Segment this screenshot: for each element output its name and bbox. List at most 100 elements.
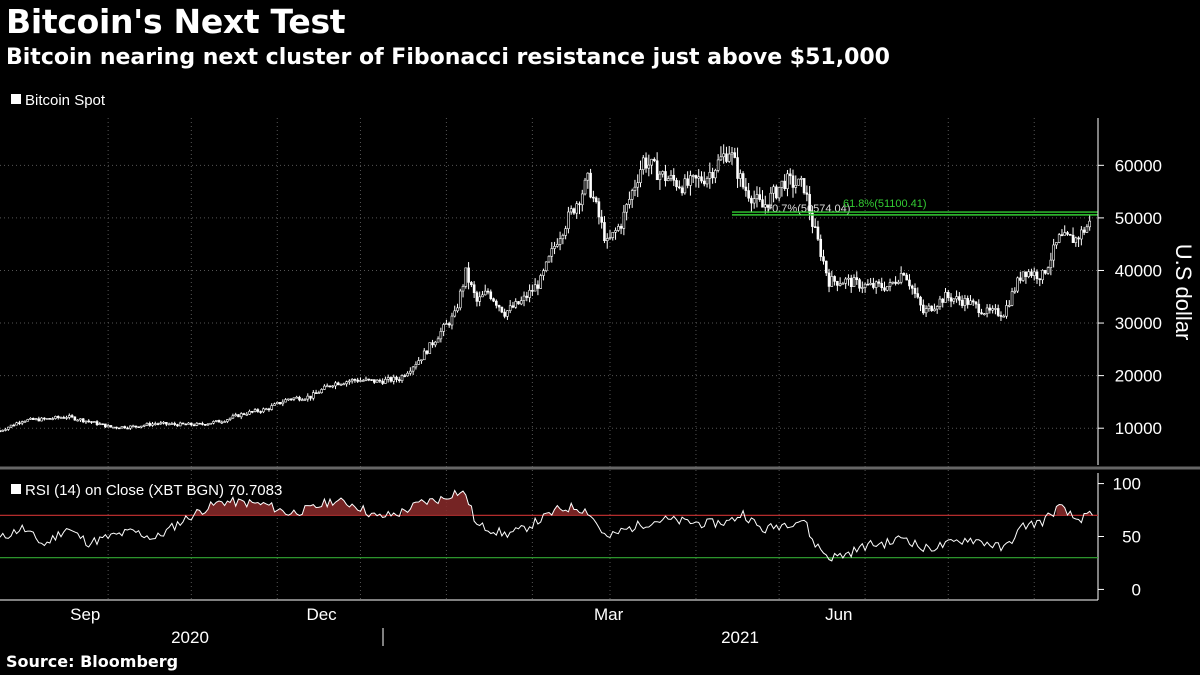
candle-body [1049, 259, 1053, 269]
candle-body [356, 379, 359, 382]
candle-body [1002, 315, 1006, 318]
price-candle [592, 190, 595, 203]
price-candle [1082, 226, 1086, 236]
candle-body [678, 186, 681, 189]
candle-body [935, 306, 939, 310]
price-candle [955, 290, 958, 303]
price-candle [278, 402, 282, 405]
candle-body [944, 292, 947, 303]
candle-body [888, 282, 892, 287]
candle-body [575, 203, 579, 214]
price-candle [1035, 269, 1039, 284]
price-candle [242, 412, 246, 416]
price-candle [447, 321, 451, 328]
candle-body [292, 397, 296, 400]
candle-body [267, 408, 271, 411]
price-candle [112, 426, 115, 429]
price-candle [794, 175, 798, 194]
candle-body [68, 415, 71, 418]
candle-body [996, 308, 1000, 316]
candle-body [733, 152, 737, 158]
price-candle [439, 327, 443, 343]
candle-body [603, 222, 606, 241]
price-candle [741, 171, 745, 190]
price-candle [802, 178, 806, 195]
candle-body [519, 300, 523, 305]
candle-body [539, 275, 542, 289]
candle-body [392, 376, 396, 382]
price-candle [755, 186, 759, 208]
price-candle [223, 420, 226, 423]
price-candle [905, 272, 908, 281]
price-candle [201, 421, 204, 426]
price-candle [275, 401, 279, 405]
candle-body [300, 399, 304, 402]
candle-body [655, 160, 659, 181]
price-candle [547, 255, 551, 263]
price-candle [780, 180, 784, 197]
candle-body [822, 256, 825, 262]
candle-body [708, 172, 712, 179]
price-candle [985, 304, 989, 318]
candle-body [758, 194, 762, 200]
candle-body [287, 398, 290, 401]
price-tick-label: 50000 [1115, 209, 1162, 228]
candle-body [442, 324, 445, 332]
price-candle [561, 233, 565, 245]
candle-body [129, 425, 132, 429]
price-candle [641, 155, 645, 175]
price-candle [79, 418, 82, 423]
price-candle [456, 303, 459, 313]
price-candle [203, 423, 207, 426]
candle-body [1088, 220, 1091, 228]
candle-body [952, 298, 956, 302]
price-candle [564, 225, 567, 240]
price-tick-label: 40000 [1115, 261, 1162, 280]
rsi-legend-label: RSI (14) on Close (XBT BGN) 70.7083 [25, 482, 282, 499]
price-candle [134, 425, 138, 429]
candle-body [791, 175, 795, 188]
price-candle [375, 379, 379, 383]
price-candle [960, 295, 964, 309]
candle-body [999, 315, 1003, 317]
rsi-overbought-fill [1056, 504, 1071, 516]
price-candle [858, 278, 861, 292]
candle-body [808, 194, 811, 214]
price-candle [209, 422, 213, 425]
price-candle [148, 421, 152, 427]
price-candle [628, 191, 631, 209]
price-candle [87, 419, 91, 423]
price-candle [963, 294, 967, 312]
candle-body [503, 311, 506, 317]
price-candle [106, 423, 110, 428]
price-candle [1, 429, 5, 432]
price-candle [983, 312, 986, 316]
candle-body [802, 178, 806, 194]
candle-body [711, 172, 714, 179]
candle-body [941, 298, 945, 303]
candle-body [428, 342, 432, 354]
candle-body [1063, 232, 1067, 236]
price-candle [844, 277, 847, 289]
price-candle [478, 291, 481, 307]
price-candle [874, 280, 878, 294]
candle-body [275, 402, 279, 405]
candle-body [137, 426, 140, 428]
candle-body [752, 198, 756, 204]
price-candle [248, 409, 251, 415]
candle-body [1032, 271, 1036, 276]
candle-body [611, 231, 615, 238]
price-candle [273, 402, 276, 406]
price-candle [617, 223, 620, 232]
candle-body [885, 286, 889, 291]
candle-body [411, 366, 415, 372]
price-candle [370, 379, 373, 381]
candle-body [700, 176, 703, 182]
candle-body [836, 281, 839, 286]
price-candle [115, 426, 118, 430]
candle-body [131, 425, 135, 428]
price-candle [1077, 236, 1080, 248]
candle-body [151, 423, 154, 426]
candle-body [76, 419, 79, 422]
candle-body [786, 173, 789, 189]
